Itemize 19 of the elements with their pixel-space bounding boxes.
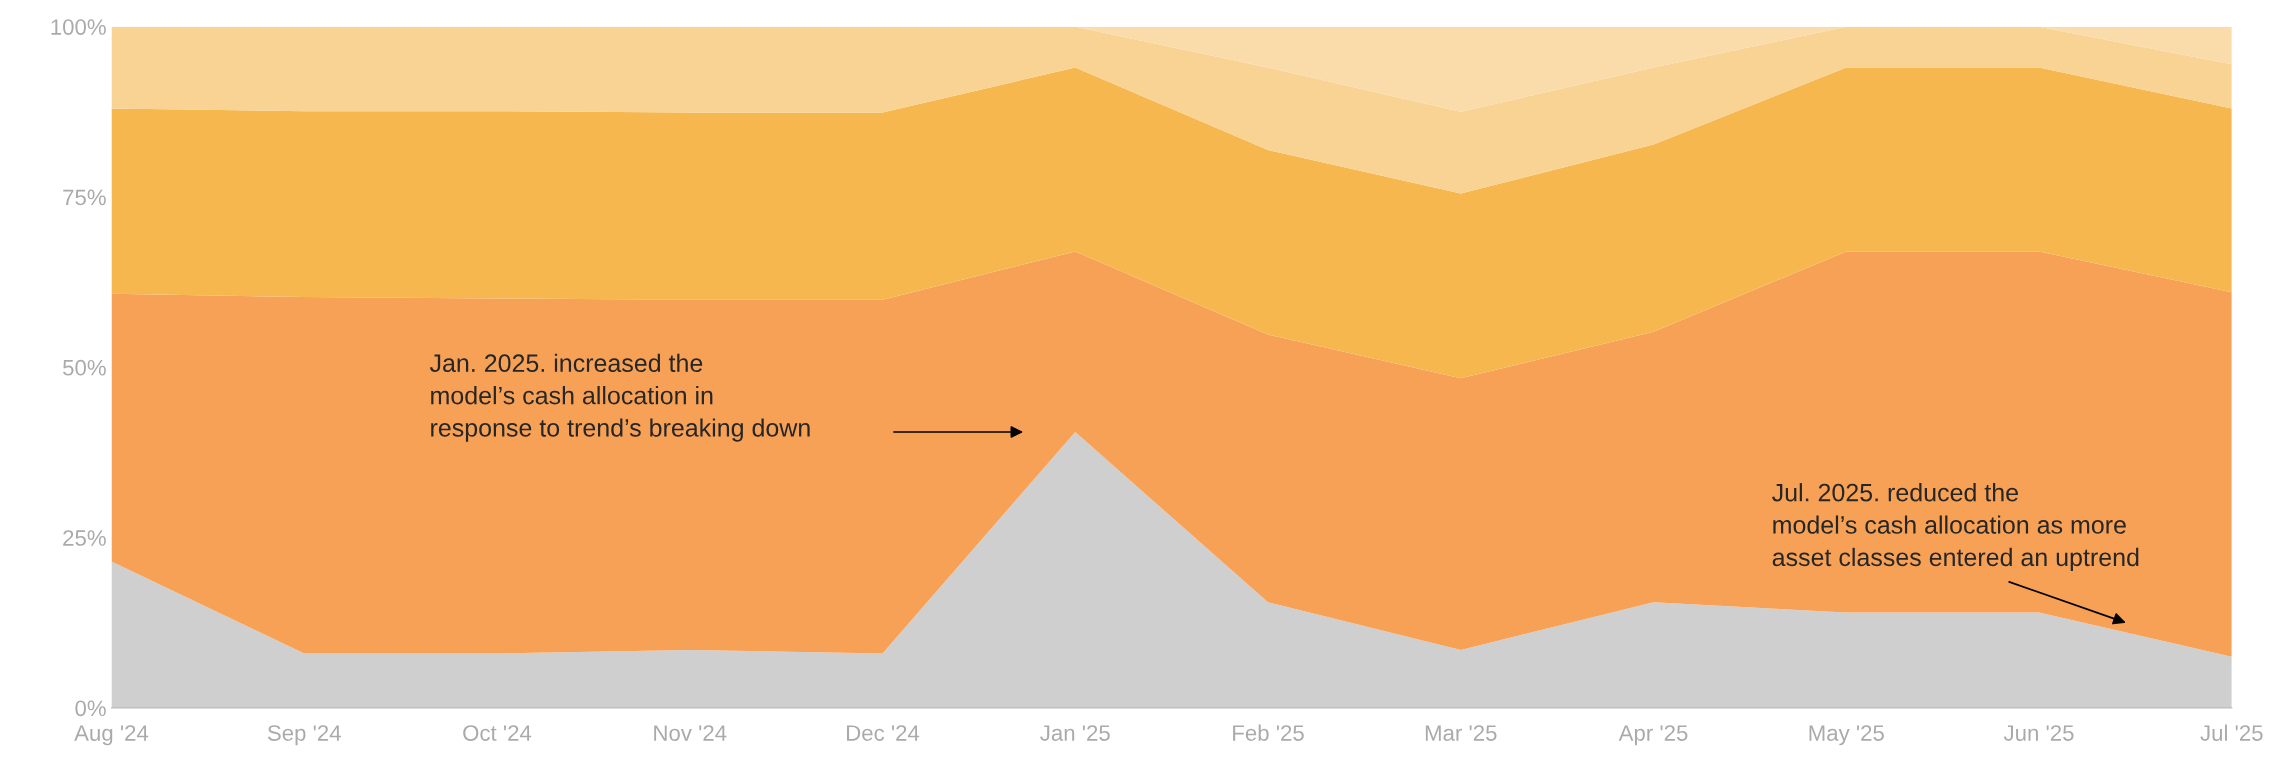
annotation: Jan. 2025. increased the model’s cash allocation in response to trend’s breaking down [429, 353, 810, 442]
x-tick-label: Nov '24 [654, 725, 727, 741]
y-tick-label: 0% [75, 700, 106, 717]
x-tick-label: Jul '25 [2200, 724, 2263, 741]
x-tick-label: Dec '24 [846, 725, 920, 741]
y-tick-label: 50% [63, 359, 106, 376]
x-tick-label: Sep '24 [267, 725, 341, 746]
x-tick-label: Oct '24 [463, 725, 532, 741]
annotation: Jul. 2025. reduced the model’s cash allocation as more asset classes entered an uptrend [1772, 483, 2139, 572]
x-tick-label: Feb '25 [1233, 724, 1304, 741]
x-tick-label: Jun '25 [2003, 725, 2074, 741]
y-tick-label: 25% [63, 530, 106, 546]
y-tick-label: 75% [63, 189, 106, 206]
x-tick-label: Mar '25 [1425, 725, 1497, 741]
y-tick-label: 100% [51, 19, 106, 35]
x-tick-label: Apr '25 [1618, 725, 1688, 746]
x-tick-label: Aug '24 [74, 725, 149, 746]
x-tick-label: Jan '25 [1040, 725, 1110, 741]
x-tick-label: May '25 [1809, 725, 1884, 746]
